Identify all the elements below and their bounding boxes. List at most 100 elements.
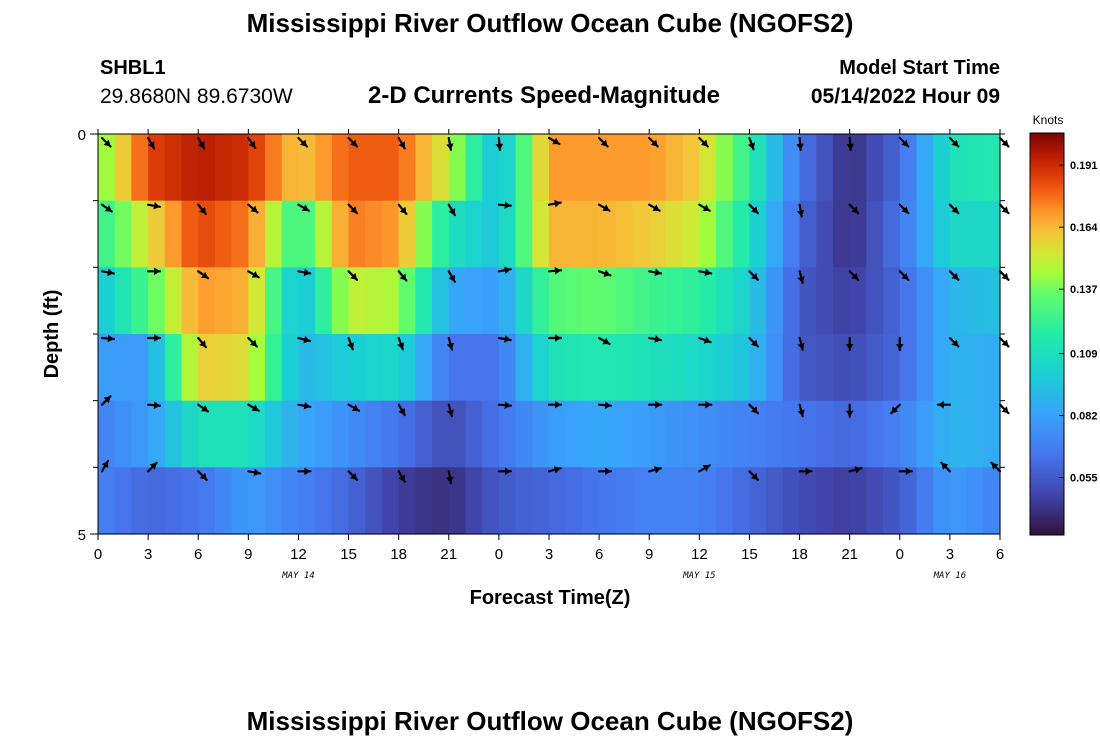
heatmap-cell <box>265 400 283 468</box>
page-title: Mississippi River Outflow Ocean Cube (NG… <box>246 8 854 38</box>
heatmap-cell <box>565 200 583 268</box>
heatmap-cell <box>632 400 650 468</box>
heatmap-cell <box>699 267 717 335</box>
heatmap-cell <box>649 467 667 535</box>
current-arrow <box>147 401 162 409</box>
heatmap-cell <box>749 134 767 202</box>
heatmap-cell <box>265 200 283 268</box>
heatmap-cell <box>916 334 934 402</box>
current-arrow <box>197 136 206 150</box>
heatmap-cell <box>498 334 517 402</box>
heatmap-cell <box>281 267 300 335</box>
current-arrow <box>147 267 162 276</box>
heatmap-cell <box>766 267 784 335</box>
current-arrow <box>347 270 359 281</box>
heatmap-cell <box>248 200 266 268</box>
heatmap-cell <box>498 467 517 535</box>
heatmap-cell <box>198 334 216 402</box>
heatmap-cell <box>432 400 450 468</box>
heatmap-cell <box>281 200 300 268</box>
heatmap-cell <box>883 467 901 535</box>
heatmap-cell <box>482 467 500 535</box>
heatmap-cell <box>699 467 717 535</box>
heatmap-cell <box>181 400 199 468</box>
current-arrow <box>397 136 406 150</box>
heatmap-cell <box>348 334 366 402</box>
heatmap-cell <box>432 467 450 535</box>
model-start-value: 05/14/2022 Hour 09 <box>810 85 1000 108</box>
current-arrow <box>796 203 805 218</box>
heatmap-cell <box>131 267 149 335</box>
heatmap-cell <box>849 267 867 335</box>
heatmap-cell <box>465 267 483 335</box>
heatmap-cell <box>164 334 183 402</box>
heatmap-cell <box>181 134 199 202</box>
current-arrow <box>547 136 561 146</box>
heatmap-cell <box>849 467 867 535</box>
heatmap-cell <box>966 134 984 202</box>
heatmap-cell <box>916 400 934 468</box>
heatmap-cell <box>214 267 233 335</box>
current-arrow <box>848 466 863 474</box>
heatmap-cell <box>716 400 734 468</box>
heatmap-cell <box>649 134 667 202</box>
heatmap-cell <box>983 467 1001 535</box>
heatmap-cell <box>214 400 233 468</box>
heatmap-cell <box>599 467 617 535</box>
current-arrow <box>297 136 308 148</box>
colorbar-tick-label: 0.137 <box>1070 284 1098 296</box>
heatmap-cell <box>565 134 583 202</box>
heatmap-cell <box>164 200 183 268</box>
heatmap-cell <box>899 334 918 402</box>
current-arrow <box>147 334 162 342</box>
heatmap-cell <box>799 267 817 335</box>
current-arrow <box>990 461 1002 473</box>
heatmap-cell <box>883 134 901 202</box>
current-arrow <box>297 402 312 410</box>
x-tick-label: 6 <box>194 546 202 563</box>
heatmap-cell <box>749 334 767 402</box>
heatmap-cell <box>515 267 533 335</box>
heatmap-cell <box>214 467 233 535</box>
heatmap-cell <box>983 334 1001 402</box>
current-arrow <box>597 203 611 212</box>
x-axis-ticks: 0 3 6 9 12 15 18 21 0 3 6 9 12 15 18 21 0 3 6 MAY 14 MAY 15 M… <box>94 129 1004 581</box>
date-label: MAY 14 <box>281 571 315 581</box>
heatmap-cell <box>599 334 617 402</box>
heatmap-cell <box>832 134 851 202</box>
heatmap-cell <box>281 334 300 402</box>
x-tick-label: 15 <box>340 546 357 563</box>
current-arrow <box>197 336 207 349</box>
heatmap-cell <box>148 200 166 268</box>
current-arrow <box>998 403 1010 415</box>
heatmap-cell <box>849 400 867 468</box>
heatmap-cell <box>231 200 249 268</box>
heatmap-cell <box>549 467 567 535</box>
heatmap-cell <box>98 200 116 268</box>
heatmap-cell <box>832 334 851 402</box>
heatmap-cell <box>265 134 283 202</box>
heatmap-cell <box>532 267 550 335</box>
heatmap-cell <box>816 134 834 202</box>
heatmap-cell <box>298 334 316 402</box>
heatmap-cell <box>365 200 383 268</box>
heatmap-cell <box>866 267 884 335</box>
heatmap-cell <box>398 334 416 402</box>
current-arrow <box>247 203 259 214</box>
current-arrow <box>247 468 262 477</box>
heatmap-cell <box>164 267 183 335</box>
y-tick-label: 0 <box>78 127 86 144</box>
heatmap-cell <box>599 267 617 335</box>
current-arrow <box>100 395 112 406</box>
heatmap-cell <box>782 400 801 468</box>
heatmap-cell <box>231 267 249 335</box>
colorbar-tick-label: 0.109 <box>1070 349 1098 361</box>
heatmap-cell <box>716 134 734 202</box>
heatmap-cell <box>582 200 600 268</box>
heatmap-cell <box>749 467 767 535</box>
heatmap-cell <box>398 267 416 335</box>
heatmap-cell <box>732 400 751 468</box>
heatmap-cell <box>248 467 266 535</box>
heatmap-cell <box>298 267 316 335</box>
current-arrow <box>347 136 359 148</box>
